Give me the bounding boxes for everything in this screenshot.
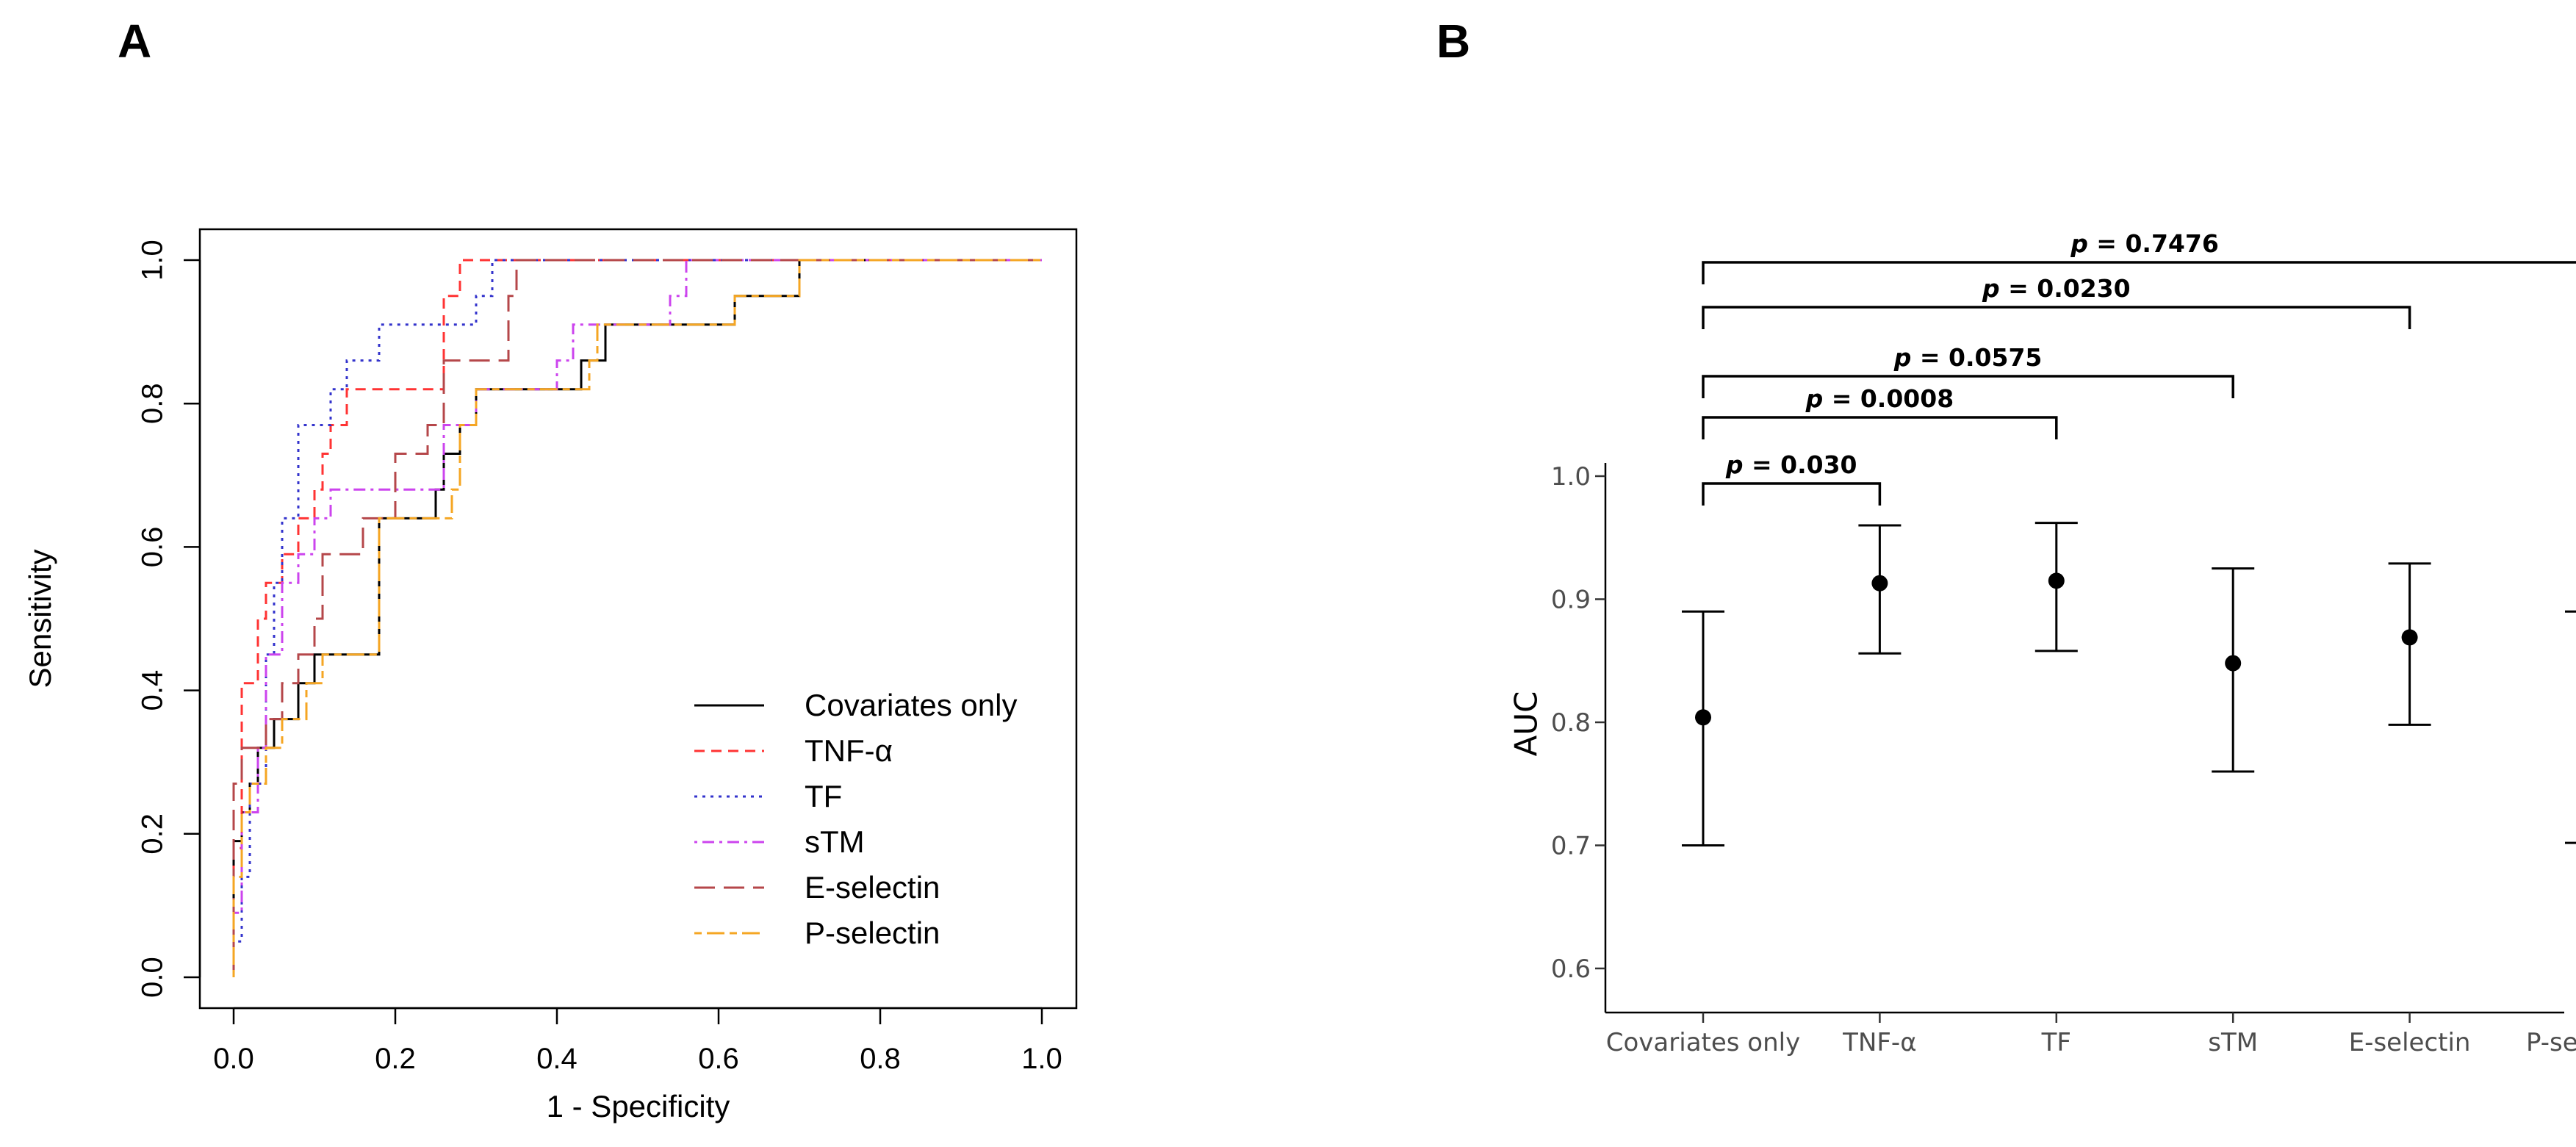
p-value-label: p = 0.0008 [1805, 384, 1954, 413]
legend-label: P-selectin [805, 916, 940, 950]
auc-x-tick-label: Covariates only [1606, 1028, 1800, 1057]
roc-curve-5 [232, 259, 1042, 977]
roc-y-tick-label: 0.6 [137, 527, 169, 568]
auc-y-tick-label: 0.9 [1551, 586, 1591, 615]
roc-chart: 0.0 0.2 0.4 0.6 0.8 1.0 0.0 0.2 0.4 0.6 0.8 1.0 Co… [23, 228, 1078, 1123]
roc-x-tick-label: 0.4 [536, 1043, 578, 1075]
p-value: = 0.0575 [1911, 343, 2042, 372]
p-symbol: p [1893, 343, 1912, 372]
roc-x-tick-label: 0.2 [375, 1043, 416, 1075]
legend-label: E-selectin [805, 870, 940, 905]
auc-y-axis-title: AUC [1508, 691, 1544, 757]
roc-y-tick-label: 0.2 [137, 813, 169, 855]
auc-x-tick-label: TNF-α [1842, 1028, 1916, 1057]
roc-x-axis: 0.0 0.2 0.4 0.6 0.8 1.0 [213, 1007, 1062, 1075]
p-value: = 0.7476 [2088, 229, 2219, 258]
roc-curves [232, 259, 1042, 977]
roc-y-tick-label: 0.0 [137, 957, 169, 998]
auc-error-bars [1682, 522, 2576, 846]
roc-x-tick-label: 0.6 [698, 1043, 739, 1075]
legend-label: TF [805, 779, 842, 813]
p-value-label: p = 0.7476 [2070, 229, 2219, 258]
legend-label: TNF-α [805, 733, 893, 768]
p-value-label: p = 0.0230 [1982, 274, 2131, 303]
roc-y-tick-label: 0.8 [137, 383, 169, 424]
panel-label-a: A [118, 15, 151, 68]
roc-legend: Covariates only TNF-α TF sTM E-selectin P-sel… [694, 688, 1017, 950]
p-value-label: p = 0.0575 [1893, 343, 2043, 372]
roc-x-tick-label: 1.0 [1021, 1043, 1062, 1075]
comparison-bracket-2 [1702, 416, 2058, 439]
roc-y-axis: 0.0 0.2 0.4 0.6 0.8 1.0 [137, 240, 201, 998]
legend-label: sTM [805, 824, 865, 859]
comparison-bracket-4 [1702, 306, 2411, 329]
p-symbol: p [2070, 229, 2088, 258]
p-symbol: p [1725, 450, 1744, 479]
auc-x-tick-label: TF [2041, 1028, 2071, 1057]
roc-x-tick-label: 0.0 [213, 1043, 254, 1075]
auc-point-3 [2048, 572, 2065, 589]
auc-axes: 0.6 0.7 0.8 0.9 1.0 Covariates only TNF-α TF sTM… [1551, 462, 2576, 1057]
p-value: = 0.0008 [1823, 384, 1954, 413]
p-value: = 0.030 [1744, 450, 1857, 479]
roc-y-tick-label: 1.0 [137, 240, 169, 281]
p-symbol: p [1982, 274, 2000, 303]
auc-y-tick-label: 0.8 [1551, 708, 1591, 738]
auc-y-tick-label: 0.7 [1551, 832, 1591, 861]
p-value: = 0.0230 [2000, 274, 2131, 303]
auc-point-5 [2401, 629, 2418, 646]
roc-plot-frame [198, 228, 1078, 1010]
auc-point-1 [1695, 709, 1711, 726]
auc-x-tick-label: P-selectin [2526, 1028, 2576, 1057]
comparison-bracket-1 [1702, 482, 1882, 506]
roc-y-tick-label: 0.4 [137, 670, 169, 711]
p-symbol: p [1805, 384, 1824, 413]
auc-x-tick-label: E-selectin [2349, 1028, 2471, 1057]
comparison-bracket-5 [1702, 261, 2576, 284]
auc-point-4 [2225, 655, 2242, 672]
comparison-bracket-3 [1702, 375, 2234, 398]
auc-x-tick-label: sTM [2208, 1028, 2258, 1057]
roc-curve-6 [232, 259, 1042, 977]
roc-x-axis-title: 1 - Specificity [547, 1089, 730, 1123]
panel-label-b: B [1436, 15, 1470, 68]
legend-label: Covariates only [805, 688, 1017, 722]
roc-y-axis-title: Sensitivity [23, 549, 57, 688]
auc-chart: 0.6 0.7 0.8 0.9 1.0 Covariates only TNF-α TF sTM… [1508, 229, 2576, 1057]
roc-x-tick-label: 0.8 [860, 1043, 901, 1075]
p-value-label: p = 0.030 [1725, 450, 1857, 479]
auc-y-tick-label: 1.0 [1551, 462, 1591, 492]
auc-point-2 [1871, 575, 1888, 592]
auc-y-tick-label: 0.6 [1551, 954, 1591, 984]
